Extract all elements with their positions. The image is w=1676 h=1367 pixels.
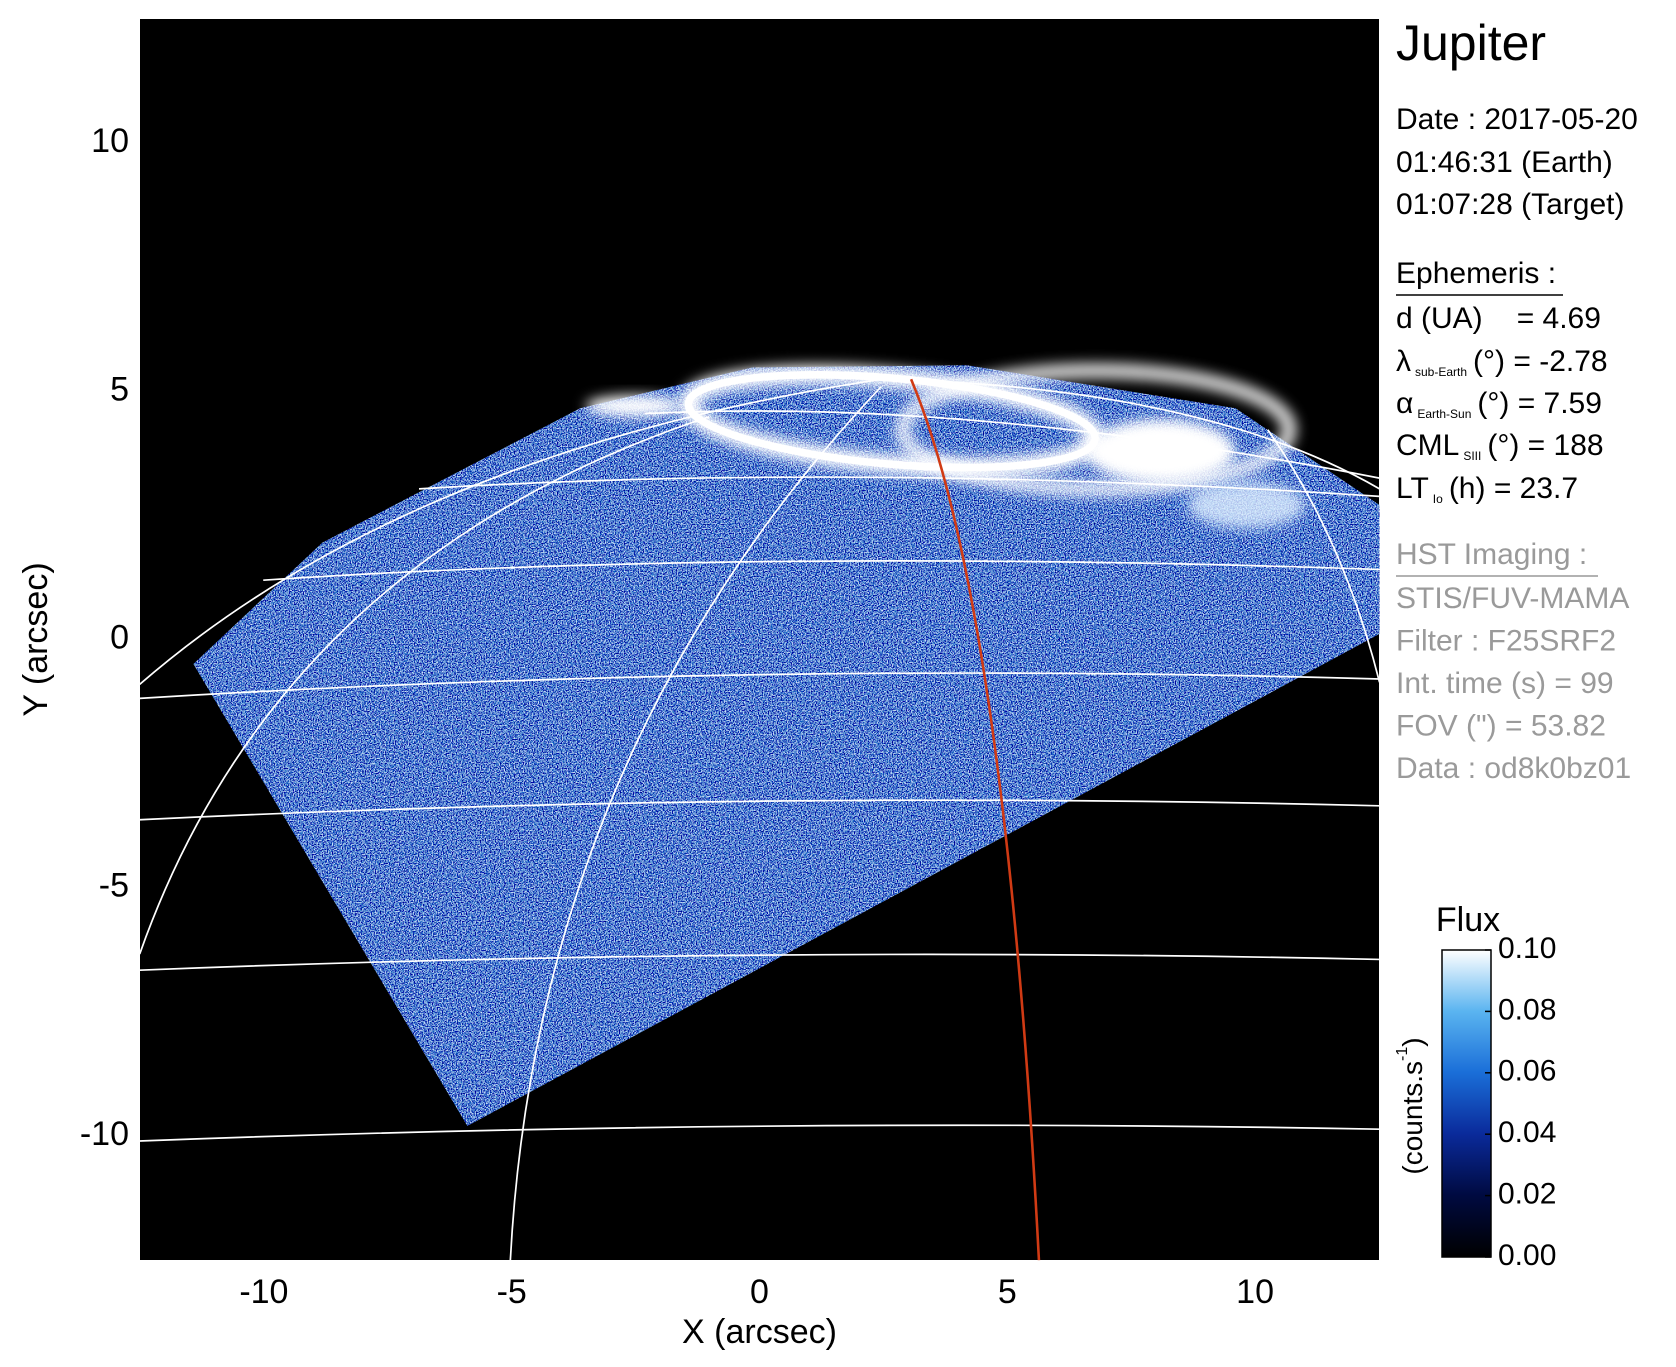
- ephemeris-item: LT Io (h) = 23.7: [1396, 472, 1578, 506]
- ephemeris-subscript: Earth-Sun: [1417, 407, 1471, 421]
- info-line: 01:46:31 (Earth): [1396, 146, 1613, 179]
- imaging-line: Filter : F25SRF2: [1396, 624, 1616, 657]
- colorbar-tick-label: 0.10: [1498, 932, 1556, 965]
- x-axis-label: X (arcsec): [682, 1313, 837, 1351]
- planet-grid: [139, 378, 1380, 1261]
- aurora: [585, 363, 1306, 529]
- ephemeris-title: Ephemeris :: [1396, 257, 1556, 290]
- y-tick-label: 5: [110, 370, 129, 408]
- central-meridian: [909, 378, 1041, 1261]
- ephemeris-label: α: [1396, 387, 1413, 420]
- ephemeris-value: = 4.69: [1517, 302, 1601, 335]
- imaging-title: HST Imaging :: [1396, 538, 1587, 571]
- ephemeris-subscript: Io: [1433, 492, 1443, 506]
- colorbar: [1441, 949, 1492, 1258]
- x-tick-label: -10: [239, 1273, 288, 1311]
- info-line: Date : 2017-05-20: [1396, 103, 1638, 136]
- y-tick-label: 0: [110, 618, 129, 656]
- ephemeris-label: d (UA): [1396, 302, 1483, 335]
- ephemeris-label: LT: [1396, 472, 1429, 505]
- colorbar-tick-label: 0.00: [1498, 1239, 1556, 1272]
- ephemeris-subscript: sub-Earth: [1415, 365, 1467, 379]
- ephemeris-value: (°) = -2.78: [1473, 345, 1608, 378]
- ephemeris-value: (°) = 188: [1487, 429, 1603, 462]
- detector-image: [193, 365, 1380, 1126]
- colorbar-unit: (counts.s-1): [1394, 1037, 1428, 1174]
- imaging-line: STIS/FUV-MAMA: [1396, 582, 1629, 615]
- colorbar-tick-label: 0.08: [1498, 993, 1556, 1026]
- x-tick-label: 0: [750, 1273, 769, 1311]
- info-line: 01:07:28 (Target): [1396, 188, 1624, 221]
- y-tick-label: -5: [99, 867, 129, 905]
- unit-exponent: -1: [1394, 1047, 1411, 1061]
- colorbar-tick-label: 0.04: [1498, 1116, 1556, 1149]
- imaging-line: FOV (") = 53.82: [1396, 709, 1606, 742]
- y-tick-label: 10: [91, 122, 129, 160]
- ephemeris-value: (h) = 23.7: [1449, 472, 1578, 505]
- image: [139, 363, 1380, 1261]
- ephemeris-value: (°) = 7.59: [1477, 387, 1602, 420]
- colorbar-tick-label: 0.02: [1498, 1178, 1556, 1211]
- ephemeris-subscript: SIII: [1463, 449, 1481, 463]
- y-tick-label: -10: [80, 1115, 129, 1153]
- ephemeris-label: CML: [1396, 429, 1459, 462]
- unit-end: ): [1397, 1037, 1428, 1046]
- ephemeris-item: d (UA) = 4.69: [1396, 302, 1601, 335]
- ephemeris-item: λ sub-Earth (°) = -2.78: [1396, 345, 1608, 379]
- y-axis-label: Y (arcsec): [17, 562, 55, 716]
- x-tick-label: -5: [497, 1273, 527, 1311]
- colorbar-tick-label: 0.06: [1498, 1055, 1556, 1088]
- x-tick-label: 10: [1236, 1273, 1274, 1311]
- imaging-line: Data : od8k0bz01: [1396, 752, 1631, 785]
- ephemeris-item: CML SIII (°) = 188: [1396, 429, 1604, 463]
- imaging-line: Int. time (s) = 99: [1396, 667, 1614, 700]
- ephemeris-item: α Earth-Sun (°) = 7.59: [1396, 387, 1602, 421]
- x-tick-label: 5: [998, 1273, 1017, 1311]
- chart-title: Jupiter: [1396, 15, 1546, 71]
- colorbar-title: Flux: [1436, 901, 1500, 939]
- ephemeris-label: λ: [1396, 345, 1411, 378]
- unit-text: (counts.s: [1397, 1061, 1428, 1175]
